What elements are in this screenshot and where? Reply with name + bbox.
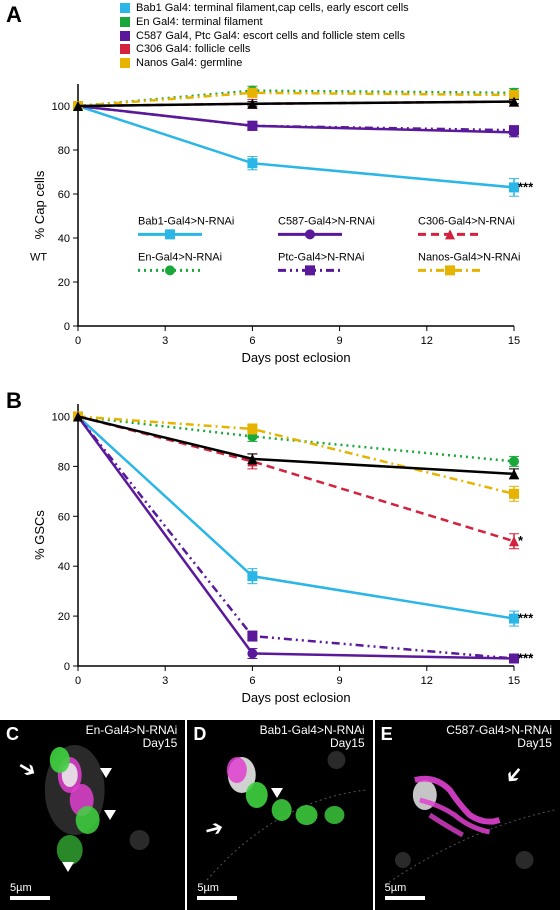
scalebar-label: 5µm [10, 882, 32, 894]
legend-swatch [120, 44, 130, 54]
panel-e-title-1: C587-Gal4>N-RNAi [446, 723, 552, 737]
svg-text:***: *** [518, 651, 534, 666]
panel-c-title: En-Gal4>N-RNAi Day15 [86, 724, 178, 750]
svg-text:0: 0 [75, 675, 81, 687]
panel-b-label: B [6, 388, 22, 414]
legend-label: C306 Gal4: follicle cells [136, 43, 250, 55]
svg-text:C587-Gal4>N-RNAi: C587-Gal4>N-RNAi [278, 215, 375, 227]
panel-d-title-1: Bab1-Gal4>N-RNAi [260, 723, 365, 737]
legend-label: Bab1 Gal4: terminal filament,cap cells, … [136, 2, 409, 14]
svg-text:***: *** [518, 179, 534, 194]
legend-label: C587 Gal4, Ptc Gal4: escort cells and fo… [136, 30, 405, 42]
svg-text:0: 0 [75, 335, 81, 347]
svg-text:15: 15 [508, 675, 520, 687]
panel-c-label: C [6, 724, 19, 745]
arrowhead-icon [104, 810, 116, 820]
micrograph-d: D Bab1-Gal4>N-RNAi Day15 ➔ 5µm [187, 720, 372, 910]
micrograph-e: E C587-Gal4>N-RNAi Day15 ➔ 5µm [375, 720, 560, 910]
chart-a: 0 20 40 60 80 100 0 3 6 9 12 15 % Cap cells Days post… [30, 78, 550, 368]
svg-text:20: 20 [58, 277, 70, 289]
svg-text:% Cap cells: % Cap cells [32, 170, 47, 239]
svg-text:3: 3 [162, 675, 168, 687]
svg-text:Nanos-Gal4>N-RNAi: Nanos-Gal4>N-RNAi [418, 251, 520, 263]
svg-text:*: * [518, 533, 524, 548]
legend-swatch [120, 17, 130, 27]
legend-item: Bab1 Gal4: terminal filament,cap cells, … [120, 2, 409, 16]
legend-swatch [120, 31, 130, 41]
legend-swatch [120, 58, 130, 68]
svg-text:***: *** [518, 611, 534, 626]
svg-text:Bab1-Gal4>N-RNAi: Bab1-Gal4>N-RNAi [138, 215, 234, 227]
scalebar: 5µm [197, 882, 237, 900]
panel-e-title: C587-Gal4>N-RNAi Day15 [446, 724, 552, 750]
scalebar-label: 5µm [385, 882, 407, 894]
svg-text:60: 60 [58, 189, 70, 201]
scalebar: 5µm [10, 882, 50, 900]
panel-d-title-2: Day15 [330, 736, 365, 750]
legend-label: En Gal4: terminal filament [136, 16, 263, 28]
legend-item: C587 Gal4, Ptc Gal4: escort cells and fo… [120, 30, 409, 44]
panel-c-title-1: En-Gal4>N-RNAi [86, 723, 178, 737]
panel-c-title-2: Day15 [143, 736, 178, 750]
top-legend: Bab1 Gal4: terminal filament,cap cells, … [120, 2, 409, 71]
scalebar: 5µm [385, 882, 425, 900]
svg-text:40: 40 [58, 233, 70, 245]
svg-text:Days post eclosion: Days post eclosion [241, 690, 350, 705]
arrowhead-icon [62, 862, 74, 872]
svg-text:En-Gal4>N-RNAi: En-Gal4>N-RNAi [138, 251, 222, 263]
legend-item: Nanos Gal4: germline [120, 57, 409, 71]
legend-item: C306 Gal4: follicle cells [120, 43, 409, 57]
micrograph-row: C En-Gal4>N-RNAi Day15 ➔ 5µm D Bab1-Gal4… [0, 720, 560, 910]
panel-d-label: D [193, 724, 206, 745]
svg-text:12: 12 [421, 335, 433, 347]
arrowhead-icon [100, 768, 112, 778]
svg-text:80: 80 [58, 145, 70, 157]
svg-text:6: 6 [249, 335, 255, 347]
svg-text:100: 100 [52, 101, 70, 113]
scalebar-label: 5µm [197, 882, 219, 894]
svg-text:9: 9 [337, 675, 343, 687]
svg-text:3: 3 [162, 335, 168, 347]
panel-e-title-2: Day15 [517, 736, 552, 750]
chart-b: 0 20 40 60 80 100 0 3 6 9 12 15 % GSCs Days post eclo… [30, 398, 550, 708]
svg-text:0: 0 [64, 321, 70, 333]
svg-text:% GSCs: % GSCs [32, 510, 47, 560]
panel-d-title: Bab1-Gal4>N-RNAi Day15 [260, 724, 365, 750]
svg-text:6: 6 [249, 675, 255, 687]
svg-text:100: 100 [52, 411, 70, 423]
svg-text:80: 80 [58, 461, 70, 473]
legend-swatch [120, 3, 130, 13]
svg-text:60: 60 [58, 511, 70, 523]
micrograph-c: C En-Gal4>N-RNAi Day15 ➔ 5µm [0, 720, 185, 910]
legend-label: Nanos Gal4: germline [136, 57, 242, 69]
svg-text:9: 9 [337, 335, 343, 347]
arrowhead-icon [271, 788, 283, 798]
legend-item: En Gal4: terminal filament [120, 16, 409, 30]
panel-a-label: A [6, 2, 22, 28]
svg-text:Days post eclosion: Days post eclosion [241, 350, 350, 365]
panel-e-label: E [381, 724, 393, 745]
svg-text:12: 12 [421, 675, 433, 687]
svg-text:Ptc-Gal4>N-RNAi: Ptc-Gal4>N-RNAi [278, 251, 365, 263]
svg-text:15: 15 [508, 335, 520, 347]
svg-text:WT: WT [30, 251, 47, 263]
svg-text:20: 20 [58, 611, 70, 623]
svg-text:C306-Gal4>N-RNAi: C306-Gal4>N-RNAi [418, 215, 515, 227]
svg-text:40: 40 [58, 561, 70, 573]
svg-text:0: 0 [64, 661, 70, 673]
